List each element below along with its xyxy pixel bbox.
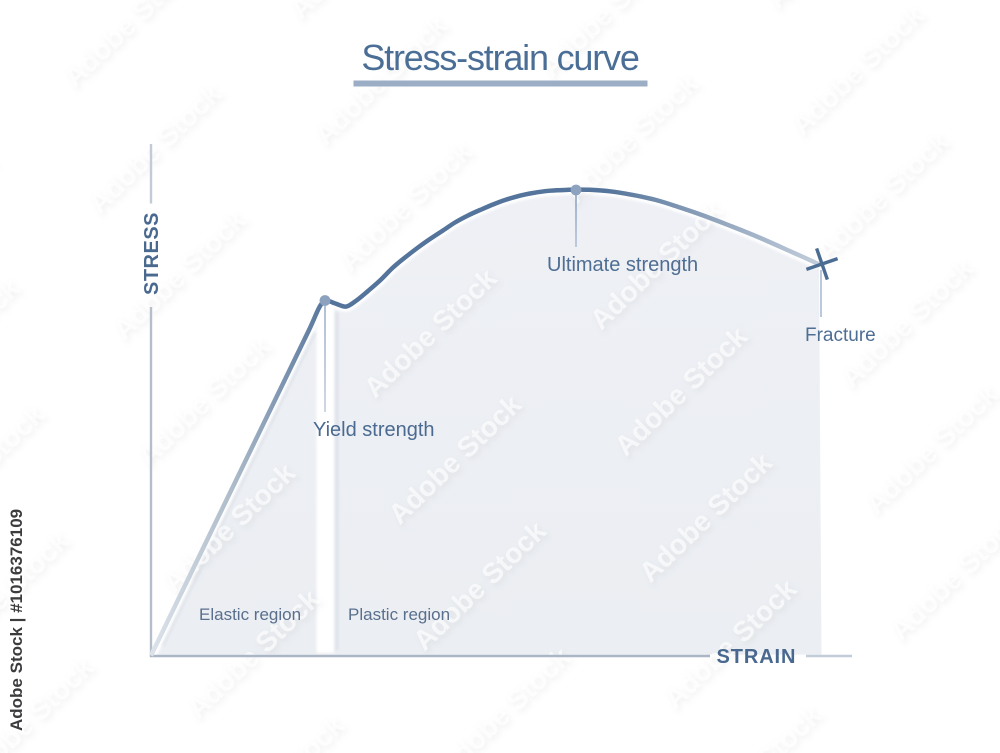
svg-text:Fracture: Fracture <box>805 325 876 346</box>
svg-text:STRAIN: STRAIN <box>717 646 797 668</box>
svg-text:Ultimate strength: Ultimate strength <box>547 254 698 276</box>
svg-text:Elastic region: Elastic region <box>199 605 301 624</box>
svg-text:STRESS: STRESS <box>141 212 163 295</box>
svg-text:Yield strength: Yield strength <box>313 419 435 441</box>
svg-text:Adobe Stock | #1016376109: Adobe Stock | #1016376109 <box>7 509 26 731</box>
svg-text:Stress-strain curve: Stress-strain curve <box>361 37 638 78</box>
svg-text:Plastic region: Plastic region <box>348 605 450 624</box>
